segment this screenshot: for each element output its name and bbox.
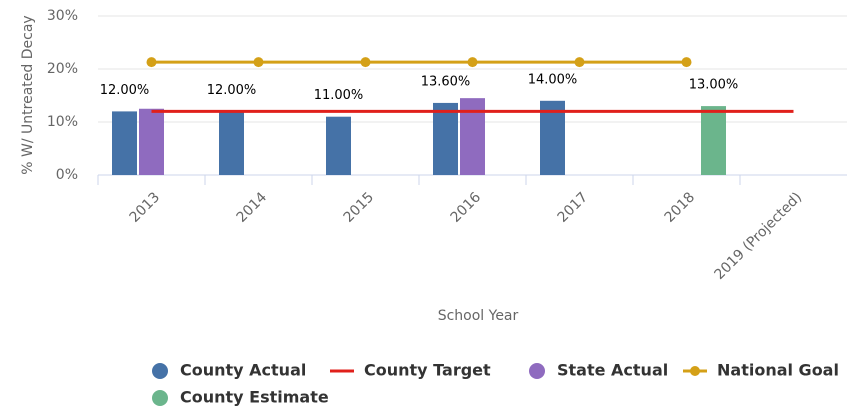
- data-label: 11.00%: [314, 88, 364, 103]
- data-label: 13.00%: [689, 78, 739, 93]
- x-tick-label: 2013: [127, 189, 164, 226]
- point: [681, 57, 692, 68]
- bar: [219, 111, 244, 175]
- y-tick-label: 10%: [47, 114, 78, 130]
- y-axis-title: % W/ Untreated Decay: [20, 15, 36, 174]
- x-tick-label: 2019 (Projected): [712, 189, 806, 283]
- legend-symbol: [152, 390, 168, 406]
- point: [146, 57, 157, 68]
- data-label: 12.00%: [207, 83, 257, 98]
- y-tick-label: 0%: [56, 167, 78, 183]
- point: [574, 57, 585, 68]
- bar: [433, 102, 458, 175]
- data-label: 13.60%: [421, 74, 471, 89]
- bar: [112, 111, 137, 175]
- legend-label: National Goal: [717, 361, 839, 380]
- x-axis-title: School Year: [438, 308, 519, 324]
- bar: [139, 108, 164, 175]
- x-tick-label: 2015: [341, 189, 378, 226]
- x-tick-label: 2016: [448, 189, 485, 226]
- legend-label: County Estimate: [180, 388, 329, 407]
- y-tick-label: 20%: [47, 61, 78, 77]
- x-tick-label: 2014: [234, 189, 271, 226]
- data-label: 14.00%: [528, 72, 578, 87]
- legend-label: County Actual: [180, 361, 306, 380]
- data-label: 12.00%: [100, 83, 150, 98]
- y-tick-label: 30%: [47, 8, 78, 24]
- bar: [540, 100, 565, 175]
- legend-label: County Target: [364, 361, 491, 380]
- bar: [326, 116, 351, 175]
- x-tick-label: 2018: [662, 189, 699, 226]
- point: [467, 57, 478, 68]
- point: [253, 57, 264, 68]
- legend-symbol: [529, 363, 545, 379]
- bar: [460, 98, 485, 175]
- legend-symbol: [690, 366, 700, 376]
- x-tick-label: 2017: [555, 189, 592, 226]
- bar: [701, 106, 726, 175]
- legend-symbol: [152, 363, 168, 379]
- point: [360, 57, 371, 68]
- legend-label: State Actual: [557, 361, 668, 380]
